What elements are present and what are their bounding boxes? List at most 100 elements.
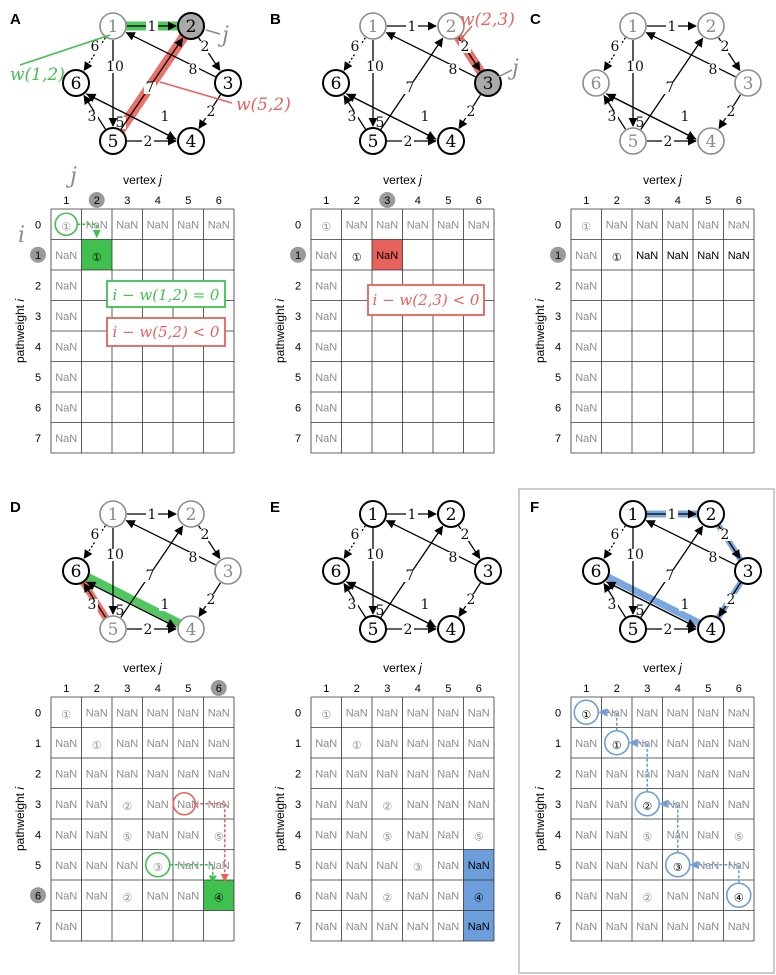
- col-tick: 3: [644, 195, 650, 207]
- edge-label-bg: [447, 64, 459, 76]
- edge-label-bg: [369, 549, 381, 561]
- edge-weight-1-6: 6: [351, 39, 360, 55]
- y-axis-label-text: pathweight: [533, 790, 547, 851]
- cell-value: NaN: [728, 768, 750, 780]
- cell-value: ①: [92, 252, 102, 264]
- edge-weight-1-6: 6: [611, 39, 620, 55]
- node-1: [619, 12, 647, 40]
- cell-value: NaN: [468, 799, 490, 811]
- highlight-edge-4-6: [80, 571, 187, 629]
- node-6: [62, 557, 90, 585]
- edge-weight-1-6: 6: [351, 527, 360, 543]
- row-tick: 6: [295, 890, 301, 902]
- cell-value: NaN: [575, 250, 597, 262]
- row-marker: [550, 246, 566, 263]
- cell-value: NaN: [147, 890, 169, 902]
- node-4: [437, 615, 465, 643]
- col-tick: 3: [124, 195, 130, 207]
- edge-label-bg: [404, 570, 416, 582]
- cell-value: NaN: [55, 799, 77, 811]
- node-4: [177, 615, 205, 643]
- edge-weight-3-4: 2: [467, 592, 476, 608]
- edge-label-bg: [205, 106, 217, 118]
- edge-weight-5-4: 2: [404, 134, 413, 150]
- cell-value: NaN: [575, 768, 597, 780]
- x-axis-var: j: [417, 661, 422, 675]
- edge-label-bg: [664, 570, 676, 582]
- edge-label-bg: [666, 21, 678, 33]
- edge-weight-3-4: 2: [207, 592, 216, 608]
- cell-value: NaN: [376, 860, 398, 872]
- node-label-2: 2: [446, 505, 457, 525]
- node-5: [619, 615, 647, 643]
- node-4: [177, 127, 205, 155]
- edge-weight-3-1: 8: [189, 550, 198, 566]
- edge-label-bg: [707, 552, 719, 564]
- row-tick: 5: [555, 860, 561, 872]
- edge-6-4: [605, 581, 697, 628]
- node-label-4: 4: [186, 620, 197, 640]
- edge-1-6: [603, 525, 626, 560]
- edge-label-bg: [86, 111, 98, 123]
- edge-label-bg: [707, 64, 719, 76]
- edge-weight-5-6: 3: [88, 109, 97, 125]
- cell-value: NaN: [437, 219, 459, 231]
- anno-j-table: j: [65, 164, 77, 189]
- node-3: [214, 557, 242, 585]
- edge-weight-1-5: 10: [106, 547, 124, 563]
- edge-label-bg: [606, 599, 618, 611]
- cell-highlight: [463, 880, 494, 911]
- x-axis-label-text: vertex: [123, 173, 159, 187]
- edge-weight-3-4: 2: [727, 592, 736, 608]
- edge-label-bg: [725, 594, 737, 606]
- row-tick: 1: [295, 250, 301, 262]
- cell-value: ⑤: [642, 831, 652, 843]
- col-tick: 2: [614, 683, 620, 695]
- cell-value: NaN: [575, 402, 597, 414]
- edge-label-bg: [205, 594, 217, 606]
- col-tick: 5: [705, 195, 711, 207]
- cell-value: ②: [642, 892, 652, 904]
- cell-value: NaN: [437, 860, 459, 872]
- edge-label-bg: [719, 41, 731, 53]
- edge-1-6: [343, 525, 366, 560]
- row-tick: 6: [295, 402, 301, 414]
- cell-arrow: [628, 738, 649, 792]
- edge-weight-1-2: 1: [668, 19, 677, 35]
- x-axis-label: vertex j: [123, 173, 162, 187]
- cell-value: NaN: [407, 707, 429, 719]
- edge-6-4: [345, 581, 437, 628]
- node-5: [359, 127, 387, 155]
- cell-value: NaN: [86, 860, 108, 872]
- edge-1-6: [83, 525, 106, 560]
- col-tick: 1: [323, 195, 329, 207]
- y-axis-label-text: pathweight: [13, 790, 27, 851]
- col-tick: 1: [583, 195, 589, 207]
- node-label-5: 5: [628, 132, 639, 152]
- cell-value: NaN: [606, 219, 628, 231]
- node-2: [177, 12, 205, 40]
- node-label-5: 5: [108, 620, 119, 640]
- box-red-text: i − w(2,3) < 0: [373, 291, 480, 309]
- cell-value: NaN: [346, 921, 368, 933]
- edge-label-bg: [662, 136, 674, 148]
- row-tick: 3: [555, 311, 561, 323]
- col-tick: 4: [415, 195, 421, 207]
- col-tick: 5: [185, 195, 191, 207]
- cell-value: ①: [92, 740, 102, 752]
- row-tick: 7: [295, 921, 301, 933]
- edge-weight-5-6: 3: [348, 109, 357, 125]
- edge-weight-5-6: 3: [608, 597, 617, 613]
- row-tick: 7: [295, 433, 301, 445]
- y-axis-var: i: [13, 299, 27, 302]
- edge-label-bg: [666, 509, 678, 521]
- y-axis-var: i: [273, 299, 287, 302]
- cell-value: NaN: [667, 250, 689, 262]
- cell-value: NaN: [55, 738, 77, 750]
- col-tick: 4: [415, 683, 421, 695]
- cell-value: NaN: [376, 219, 398, 231]
- edge-weight-2-3: 2: [461, 39, 470, 55]
